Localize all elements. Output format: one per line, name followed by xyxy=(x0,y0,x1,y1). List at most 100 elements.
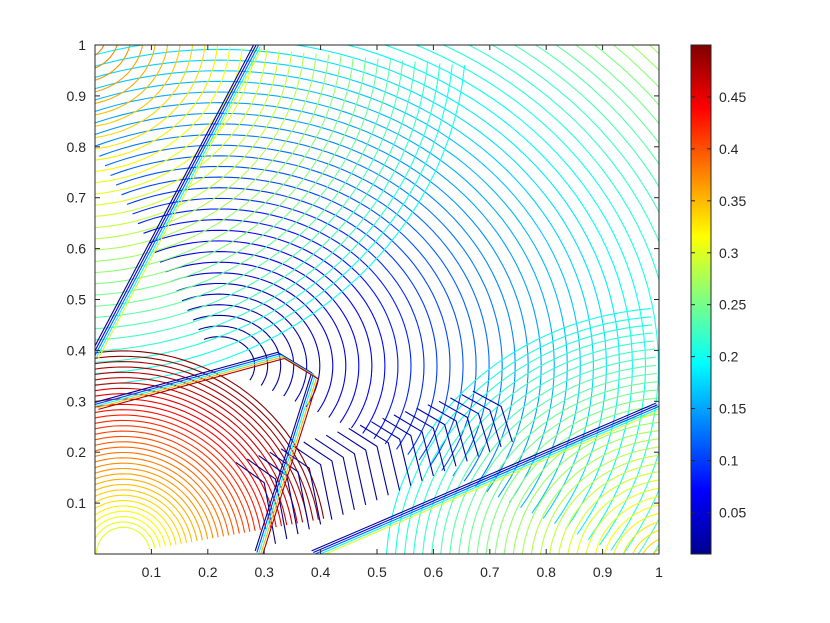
contour-line xyxy=(95,112,529,493)
contour-line xyxy=(348,427,389,496)
contour-line xyxy=(503,413,659,554)
contour-line xyxy=(314,405,659,554)
contour-line xyxy=(95,387,288,526)
contour-line xyxy=(159,251,360,424)
contour-line xyxy=(95,441,235,535)
contour-line xyxy=(95,371,304,523)
contour-line xyxy=(555,45,659,145)
contour-line xyxy=(642,538,659,554)
contour-line xyxy=(382,417,423,481)
contour-line xyxy=(567,471,659,554)
contour-line xyxy=(280,448,322,525)
contour-line xyxy=(458,372,657,554)
contour-line xyxy=(359,424,401,491)
contour-line xyxy=(95,50,280,217)
contour-line xyxy=(95,478,198,542)
contour-line xyxy=(246,458,288,540)
colorbar-tick-label: 0.1 xyxy=(719,453,739,469)
contour-line xyxy=(513,45,659,554)
colorbar-tick-label: 0.3 xyxy=(719,245,739,261)
contour-line xyxy=(104,144,490,477)
contour-line xyxy=(192,314,282,392)
contour-line xyxy=(95,102,542,498)
contour-line xyxy=(95,457,219,538)
contour-line xyxy=(110,155,477,471)
colorbar-tick-label: 0.15 xyxy=(719,401,746,417)
contour-line xyxy=(476,389,659,554)
contour-line xyxy=(95,473,203,541)
y-tick-label: 0.7 xyxy=(67,190,87,206)
contour-line xyxy=(269,451,310,530)
contour-line xyxy=(325,434,367,506)
contour-line xyxy=(314,438,355,511)
contour-line xyxy=(95,446,230,536)
contour-line xyxy=(512,421,659,554)
contour-line xyxy=(95,61,416,341)
contour-line xyxy=(472,390,513,443)
x-tick-label: 1 xyxy=(655,564,663,580)
colorbar-box xyxy=(690,44,712,555)
contour-line xyxy=(181,293,308,402)
contour-line xyxy=(95,462,214,539)
contour-line xyxy=(440,356,656,554)
contour-line xyxy=(95,409,267,530)
contour-line xyxy=(530,438,659,554)
contour-line xyxy=(371,421,412,486)
contour-line xyxy=(95,419,256,531)
contour-line xyxy=(594,495,659,554)
contour-line xyxy=(126,187,438,455)
contour-line xyxy=(449,364,657,554)
contour-line xyxy=(413,332,654,554)
y-tick-label: 0.3 xyxy=(67,393,87,409)
contour-line xyxy=(427,404,468,462)
contour-line xyxy=(258,455,299,535)
contour-line xyxy=(95,414,261,531)
contour-line xyxy=(95,47,243,184)
contour-line xyxy=(337,431,378,501)
contour-line xyxy=(95,393,283,527)
contour-line xyxy=(95,56,354,285)
contour-line xyxy=(630,45,659,72)
contour-line xyxy=(137,208,412,445)
contour-line xyxy=(416,407,457,467)
contour-line xyxy=(95,58,379,307)
x-tick-label: 0.9 xyxy=(593,564,613,580)
contour-line xyxy=(395,316,652,554)
contour-line xyxy=(95,59,392,318)
contour-line xyxy=(438,400,480,457)
contour-line xyxy=(95,52,305,240)
y-tick-label: 0.4 xyxy=(67,342,87,358)
x-tick-label: 0.2 xyxy=(198,564,218,580)
contour-line xyxy=(95,45,131,81)
contour-line xyxy=(95,403,272,529)
contour-line xyxy=(95,350,325,519)
contour-line xyxy=(95,489,188,544)
y-axis-ticks: 0.1 0.2 0.3 0.4 0.5 0.6 0.7 0.8 0.9 1 xyxy=(67,37,659,511)
contour-line xyxy=(95,45,156,104)
contour-line xyxy=(95,430,246,533)
contour-line xyxy=(95,46,231,172)
contour-line xyxy=(176,282,321,408)
contour-line xyxy=(95,45,181,127)
contour-line xyxy=(98,357,319,554)
contour-line xyxy=(170,272,334,413)
y-tick-label: 0.2 xyxy=(67,444,87,460)
contour-line xyxy=(383,45,647,541)
contour-line xyxy=(95,48,607,525)
contour-line xyxy=(404,324,653,554)
contour-line xyxy=(95,45,169,116)
contour-line xyxy=(95,451,225,537)
colorbar-tick-label: 0.4 xyxy=(719,141,739,157)
contour-line xyxy=(311,402,656,552)
contour-line xyxy=(96,46,261,358)
colorbar-ticks: 0.05 0.1 0.15 0.2 0.25 0.3 0.35 0.4 0.45 xyxy=(691,89,746,520)
contour-line xyxy=(612,45,659,89)
contour-line xyxy=(95,500,177,545)
contour-line xyxy=(485,397,659,554)
contour-line xyxy=(303,441,344,515)
contour-line xyxy=(95,51,293,229)
contour-line xyxy=(95,505,172,546)
contour-line xyxy=(95,45,144,93)
